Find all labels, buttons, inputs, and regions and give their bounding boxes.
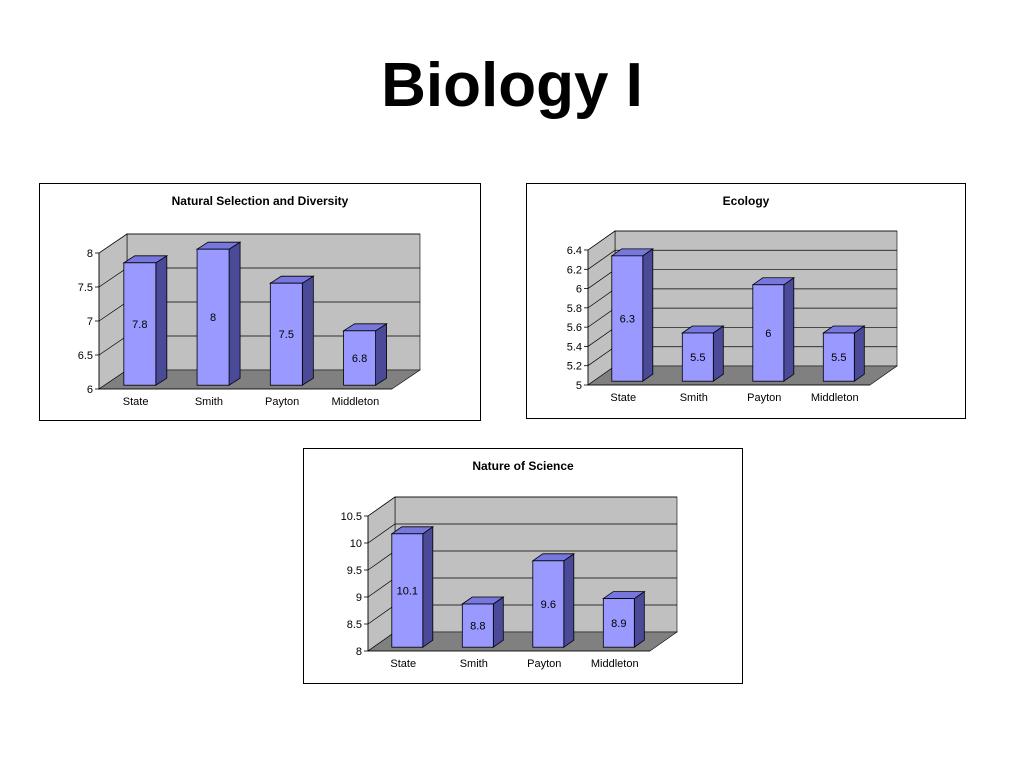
- bar-front: [391, 533, 424, 648]
- y-tick-label: 9: [356, 592, 362, 604]
- x-tick-label: Payton: [265, 396, 299, 408]
- bar: [122, 255, 169, 386]
- bar-side: [783, 277, 795, 382]
- bar-side: [492, 596, 504, 648]
- chart-plot: 6 6.5 7 7.5 8 State 7.8 Smith 8 Payton 7.5 Middleto…: [78, 233, 421, 408]
- data-label: 5.5: [831, 352, 846, 364]
- data-label: 10.1: [397, 586, 418, 598]
- x-tick-label: Middleton: [591, 658, 639, 670]
- y-tick-label: 10: [350, 538, 362, 550]
- bar-front: [822, 332, 855, 382]
- bar-front: [681, 332, 714, 382]
- x-tick-label: Smith: [195, 396, 223, 408]
- data-label: 7.8: [132, 319, 147, 331]
- data-label: 8.8: [470, 621, 485, 633]
- side-wall: [587, 230, 616, 386]
- bar: [751, 277, 796, 382]
- bar: [342, 323, 388, 386]
- bar-front: [752, 284, 785, 382]
- bar: [531, 553, 576, 648]
- chart-title: Natural Selection and Diversity: [171, 194, 349, 208]
- bar: [390, 526, 435, 648]
- x-tick-label: State: [123, 396, 149, 408]
- chart-natural-selection: Natural Selection and Diversity 6 6.5 7 7.5…: [39, 183, 481, 421]
- chart-title: Ecology: [722, 194, 770, 208]
- y-tick-label: 8: [87, 248, 93, 260]
- x-tick-label: Payton: [527, 658, 561, 670]
- bar-side: [422, 526, 434, 648]
- bar-side: [375, 323, 387, 386]
- y-tick-label: 8: [356, 646, 362, 658]
- x-tick-label: State: [390, 658, 416, 670]
- y-tick-label: 6.2: [567, 264, 582, 276]
- bar-side: [633, 590, 645, 648]
- y-tick-label: 10.5: [341, 511, 362, 523]
- y-tick-label: 6: [576, 284, 582, 296]
- y-tick-label: 5.2: [567, 361, 582, 373]
- bar-side: [228, 241, 241, 386]
- bar: [681, 325, 725, 382]
- bar-side: [563, 553, 575, 648]
- slide-title: Biology I: [381, 51, 643, 120]
- data-label: 8: [210, 312, 216, 324]
- side-wall: [367, 496, 396, 652]
- bar-side: [301, 275, 314, 386]
- bar: [195, 241, 242, 386]
- x-tick-label: Smith: [460, 658, 488, 670]
- gridline: [587, 230, 897, 251]
- bar-front: [602, 598, 635, 648]
- gridline: [367, 523, 677, 544]
- data-label: 5.5: [690, 352, 705, 364]
- bar: [610, 248, 655, 382]
- bar-side: [853, 325, 865, 382]
- chart-plot: 5 5.2 5.4 5.6 5.8 6 6.2 6.4 State 6.3 Smith 5.5 Payt…: [567, 230, 898, 404]
- x-tick-label: Middleton: [811, 392, 859, 404]
- chart-nature-of-science: Nature of Science 8 8.5 9 9.5 10 10.5 State 10.…: [303, 448, 743, 684]
- y-tick-label: 5: [576, 380, 582, 392]
- gridline: [587, 249, 897, 270]
- y-tick-label: 5.4: [567, 341, 582, 353]
- gridline: [98, 233, 420, 254]
- y-tick-label: 5.8: [567, 303, 582, 315]
- x-tick-label: State: [610, 392, 636, 404]
- x-tick-label: Middleton: [332, 396, 380, 408]
- bar: [602, 590, 646, 648]
- chart-ecology: Ecology 5 5.2 5.4 5.6 5.8 6 6.2 6.4 State 6.3 Smit…: [526, 183, 966, 419]
- bar-front: [343, 330, 376, 386]
- x-tick-label: Payton: [747, 392, 781, 404]
- chart-title: Nature of Science: [472, 459, 574, 473]
- data-label: 6: [765, 328, 771, 340]
- bar-side: [642, 248, 654, 382]
- bar-front: [461, 603, 494, 648]
- bar-front: [532, 560, 565, 648]
- bar: [822, 325, 866, 382]
- data-label: 6.3: [620, 314, 635, 326]
- gridline: [367, 496, 677, 517]
- y-tick-label: 6: [87, 384, 93, 396]
- bar-front: [123, 262, 157, 386]
- bar-side: [712, 325, 724, 382]
- data-label: 9.6: [541, 599, 556, 611]
- y-tick-label: 6.4: [567, 245, 582, 257]
- y-tick-label: 9.5: [347, 565, 362, 577]
- y-tick-label: 6.5: [78, 350, 93, 362]
- data-label: 6.8: [352, 353, 367, 365]
- y-tick-label: 5.6: [567, 322, 582, 334]
- bar: [268, 275, 315, 386]
- bar-front: [196, 248, 230, 386]
- y-tick-label: 7: [87, 316, 93, 328]
- bar-front: [611, 255, 644, 382]
- bar-front: [269, 282, 303, 386]
- bar-side: [155, 255, 168, 386]
- y-tick-label: 7.5: [78, 282, 93, 294]
- chart-plot: 8 8.5 9 9.5 10 10.5 State 10.1 Smith 8.8 Payton 9.6…: [341, 496, 678, 670]
- y-tick-label: 8.5: [347, 619, 362, 631]
- bar: [461, 596, 505, 648]
- data-label: 7.5: [279, 329, 294, 341]
- data-label: 8.9: [611, 618, 626, 630]
- x-tick-label: Smith: [680, 392, 708, 404]
